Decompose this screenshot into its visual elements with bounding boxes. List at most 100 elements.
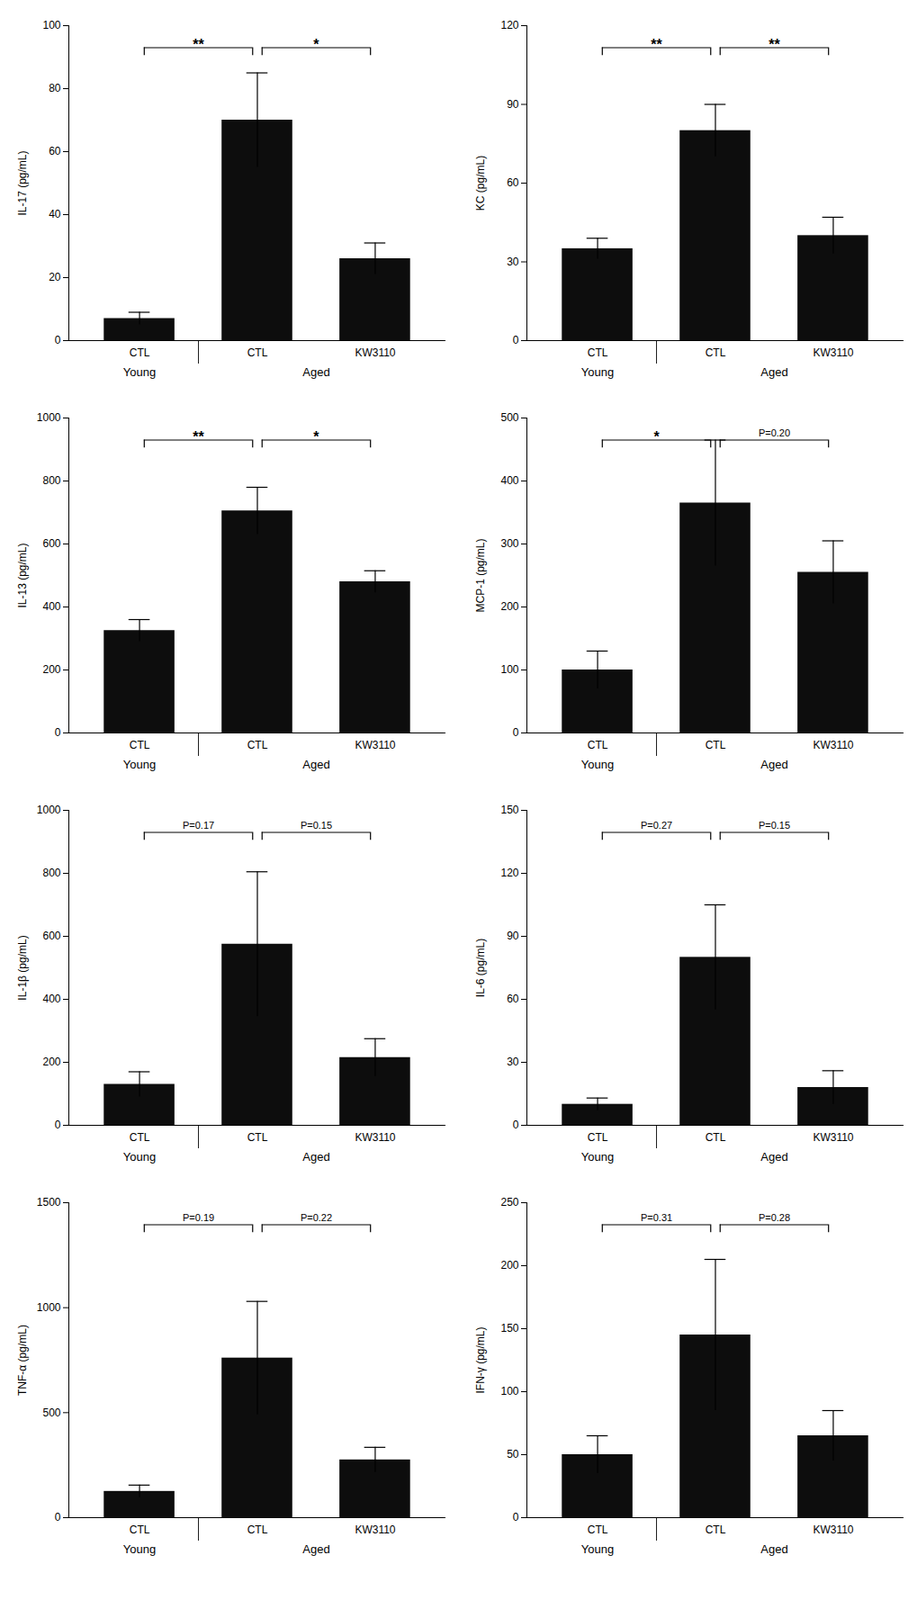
svg-text:50: 50	[506, 1447, 520, 1461]
svg-text:CTL: CTL	[129, 346, 151, 360]
svg-text:150: 150	[500, 803, 519, 817]
svg-text:60: 60	[506, 176, 520, 189]
svg-text:CTL: CTL	[587, 1131, 609, 1144]
svg-text:Young: Young	[581, 1542, 614, 1556]
svg-text:800: 800	[42, 474, 61, 487]
svg-text:200: 200	[42, 663, 61, 676]
svg-text:100: 100	[500, 663, 519, 676]
svg-text:120: 120	[500, 18, 519, 32]
svg-text:CTL: CTL	[705, 1131, 727, 1144]
svg-text:Aged: Aged	[760, 1150, 788, 1164]
svg-text:Young: Young	[123, 1150, 156, 1164]
svg-text:**: **	[192, 36, 205, 53]
svg-text:Aged: Aged	[302, 365, 330, 379]
svg-text:Young: Young	[123, 365, 156, 379]
svg-text:CTL: CTL	[129, 1131, 151, 1144]
svg-text:800: 800	[42, 866, 61, 880]
svg-text:30: 30	[506, 1055, 520, 1069]
svg-text:200: 200	[500, 600, 519, 613]
svg-text:IL-13 (pg/mL): IL-13 (pg/mL)	[16, 542, 29, 608]
svg-text:120: 120	[500, 866, 519, 880]
svg-text:KW3110: KW3110	[354, 1131, 396, 1144]
svg-text:Aged: Aged	[302, 1150, 330, 1164]
svg-text:0: 0	[512, 1118, 520, 1132]
svg-text:1500: 1500	[36, 1195, 62, 1209]
svg-text:400: 400	[500, 474, 519, 487]
svg-text:Young: Young	[581, 1150, 614, 1164]
svg-text:100: 100	[500, 1384, 519, 1398]
svg-text:500: 500	[42, 1406, 61, 1420]
svg-text:**: **	[768, 36, 781, 53]
svg-text:*: *	[313, 429, 320, 445]
svg-text:400: 400	[42, 992, 61, 1006]
svg-text:100: 100	[42, 18, 61, 32]
svg-text:CTL: CTL	[705, 738, 727, 752]
svg-text:*: *	[653, 429, 660, 445]
svg-text:CTL: CTL	[247, 1523, 269, 1537]
svg-text:CTL: CTL	[587, 346, 609, 360]
svg-text:300: 300	[500, 537, 519, 550]
svg-text:IFN-γ (pg/mL): IFN-γ (pg/mL)	[474, 1326, 487, 1394]
svg-text:0: 0	[512, 333, 520, 347]
svg-text:Young: Young	[123, 1542, 156, 1556]
svg-text:200: 200	[500, 1258, 519, 1272]
svg-text:**: **	[192, 429, 205, 445]
svg-text:90: 90	[506, 98, 520, 111]
svg-text:CTL: CTL	[129, 1523, 151, 1537]
svg-text:TNF-α (pg/mL): TNF-α (pg/mL)	[16, 1324, 29, 1396]
svg-text:KW3110: KW3110	[354, 346, 396, 360]
svg-text:KW3110: KW3110	[354, 738, 396, 752]
svg-text:MCP-1 (pg/mL): MCP-1 (pg/mL)	[474, 538, 487, 612]
svg-text:P=0.19: P=0.19	[182, 1212, 215, 1223]
svg-text:Young: Young	[581, 365, 614, 379]
svg-text:0: 0	[54, 333, 62, 347]
svg-text:P=0.28: P=0.28	[758, 1212, 791, 1223]
svg-text:600: 600	[42, 537, 61, 550]
svg-text:1000: 1000	[36, 803, 62, 817]
svg-text:600: 600	[42, 929, 61, 943]
svg-text:0: 0	[54, 1118, 62, 1132]
svg-text:P=0.27: P=0.27	[640, 819, 673, 831]
svg-text:20: 20	[48, 270, 62, 284]
svg-text:IL-17 (pg/mL): IL-17 (pg/mL)	[16, 150, 29, 216]
svg-text:P=0.31: P=0.31	[640, 1212, 673, 1223]
svg-text:Aged: Aged	[760, 365, 788, 379]
svg-text:0: 0	[54, 726, 62, 739]
svg-text:P=0.15: P=0.15	[300, 819, 333, 831]
svg-text:200: 200	[42, 1055, 61, 1069]
svg-text:CTL: CTL	[705, 1523, 727, 1537]
svg-text:Aged: Aged	[302, 1542, 330, 1556]
svg-text:Aged: Aged	[760, 757, 788, 772]
svg-text:150: 150	[500, 1321, 519, 1335]
svg-text:1000: 1000	[36, 1301, 62, 1314]
svg-text:CTL: CTL	[587, 738, 609, 752]
svg-text:40: 40	[48, 207, 62, 221]
svg-text:1000: 1000	[36, 411, 62, 424]
svg-text:*: *	[313, 36, 320, 53]
svg-text:CTL: CTL	[129, 738, 151, 752]
svg-text:IL-1β (pg/mL): IL-1β (pg/mL)	[16, 934, 29, 1000]
svg-text:Young: Young	[123, 757, 156, 772]
svg-text:IL-6 (pg/mL): IL-6 (pg/mL)	[474, 938, 487, 998]
svg-text:CTL: CTL	[247, 738, 269, 752]
svg-text:30: 30	[506, 255, 520, 269]
svg-text:60: 60	[506, 992, 520, 1006]
svg-text:60: 60	[48, 144, 62, 158]
svg-text:250: 250	[500, 1195, 519, 1209]
svg-text:500: 500	[500, 411, 519, 424]
svg-text:0: 0	[512, 1510, 520, 1524]
svg-text:Young: Young	[581, 757, 614, 772]
svg-text:KW3110: KW3110	[354, 1523, 396, 1537]
svg-text:90: 90	[506, 929, 520, 943]
svg-text:Aged: Aged	[302, 757, 330, 772]
svg-text:CTL: CTL	[247, 1131, 269, 1144]
svg-text:**: **	[650, 36, 663, 53]
svg-text:CTL: CTL	[705, 346, 727, 360]
svg-text:Aged: Aged	[760, 1542, 788, 1556]
svg-text:80: 80	[48, 81, 62, 95]
svg-text:P=0.15: P=0.15	[758, 819, 791, 831]
svg-text:KW3110: KW3110	[812, 1523, 854, 1537]
svg-text:P=0.20: P=0.20	[758, 427, 791, 439]
svg-text:CTL: CTL	[587, 1523, 609, 1537]
svg-text:KW3110: KW3110	[812, 738, 854, 752]
